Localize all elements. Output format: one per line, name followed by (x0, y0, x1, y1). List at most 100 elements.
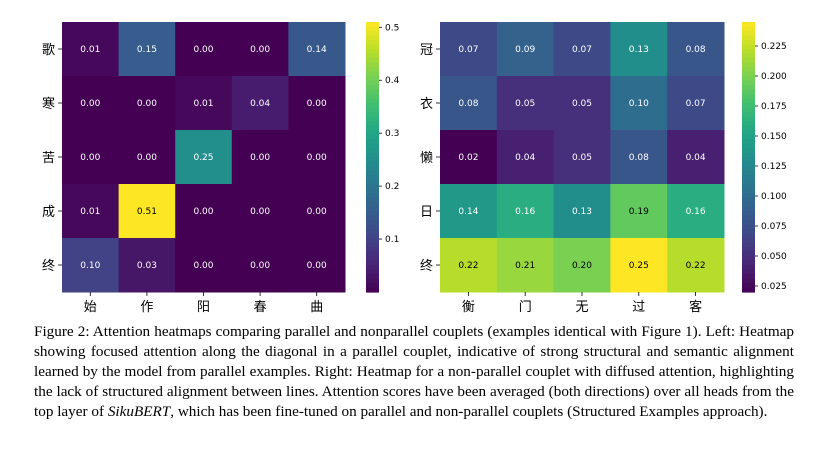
colorbar-segment (742, 184, 755, 190)
colorbar-segment (366, 256, 379, 262)
colorbar-segment (366, 67, 379, 73)
colorbar-segment (742, 224, 755, 230)
heatmap-cell (288, 130, 346, 185)
colorbar-segment (742, 116, 755, 122)
colorbar-segment (742, 161, 755, 167)
colorbar-segment (366, 278, 379, 284)
colorbar-segment (366, 152, 379, 158)
colorbar-segment (366, 107, 379, 113)
heatmap-cell (231, 238, 289, 293)
colorbar-segment (366, 260, 379, 266)
colorbar-segment (742, 152, 755, 158)
cell-value-label: 0.00 (250, 153, 270, 163)
colorbar-segment (366, 80, 379, 86)
heatmap-cell (118, 22, 176, 77)
colorbar-segment (366, 175, 379, 181)
colorbar-segment (742, 260, 755, 266)
colorbar-segment (742, 206, 755, 212)
colorbar-segment (366, 157, 379, 163)
cell-value-label: 0.02 (458, 153, 478, 163)
heatmap-cell (667, 76, 725, 131)
colorbar-segment (742, 170, 755, 176)
colorbar-segment (742, 76, 755, 82)
heatmap-cell (440, 184, 498, 239)
colorbar-segment (366, 202, 379, 208)
cell-value-label: 0.01 (80, 207, 100, 217)
cell-value-label: 0.00 (80, 99, 100, 109)
heatmap-cell (175, 76, 233, 131)
colorbar-segment (366, 116, 379, 122)
colorbar-segment (742, 251, 755, 257)
colorbar-segment (366, 98, 379, 104)
cell-value-label: 0.21 (515, 261, 535, 271)
cell-value-label: 0.05 (572, 153, 592, 163)
col-label: 作 (140, 300, 153, 315)
cell-value-label: 0.01 (80, 45, 100, 55)
colorbar-segment (742, 215, 755, 221)
cell-value-label: 0.04 (686, 153, 706, 163)
cell-value-label: 0.00 (193, 207, 213, 217)
colorbar-segment (742, 143, 755, 149)
heatmap-cell (62, 130, 120, 185)
row-label: 苦 (42, 150, 55, 166)
colorbar-segment (742, 26, 755, 32)
colorbar-segment (742, 71, 755, 77)
cell-value-label: 0.19 (629, 207, 649, 217)
colorbar-segment (742, 89, 755, 95)
row-label: 寒 (42, 96, 55, 112)
row-label: 成 (42, 205, 55, 220)
cell-value-label: 0.00 (307, 99, 327, 109)
colorbar-segment (742, 247, 755, 253)
colorbar-tick-label: 0.4 (385, 76, 400, 86)
heatmap-cell (118, 130, 176, 185)
colorbar-segment (742, 94, 755, 100)
heatmap-cell (610, 184, 668, 239)
heatmap-cell (118, 184, 176, 239)
colorbar-segment (742, 157, 755, 163)
colorbar-segment (366, 224, 379, 230)
colorbar-segment (366, 184, 379, 190)
colorbar-segment (742, 283, 755, 289)
caption-text-end: , which has been fine-tuned on parallel … (170, 403, 768, 420)
col-label: 始 (84, 300, 97, 315)
colorbar-segment (366, 206, 379, 212)
colorbar-segment (366, 134, 379, 140)
colorbar-segment (742, 148, 755, 154)
cell-value-label: 0.04 (250, 99, 270, 109)
cell-value-label: 0.00 (80, 153, 100, 163)
colorbar-segment (366, 166, 379, 172)
colorbar-segment (742, 35, 755, 41)
cell-value-label: 0.10 (80, 261, 100, 271)
heatmap-cell (118, 76, 176, 131)
heatmap-cell (62, 184, 120, 239)
cell-value-label: 0.05 (515, 99, 535, 109)
heatmap-cell (610, 238, 668, 293)
row-label: 懒 (420, 151, 433, 166)
colorbar-segment (742, 44, 755, 50)
colorbar-segment (366, 31, 379, 37)
model-name: SikuBERT (107, 403, 171, 420)
col-label: 阳 (197, 300, 210, 315)
colorbar-segment (742, 188, 755, 194)
cell-value-label: 0.51 (137, 207, 157, 217)
colorbar-segment (742, 274, 755, 280)
colorbar-segment (742, 238, 755, 244)
cell-value-label: 0.00 (137, 99, 157, 109)
cell-value-label: 0.13 (629, 45, 649, 55)
col-label: 春 (254, 300, 267, 315)
figure-caption: Figure 2: Attention heatmaps comparing p… (34, 322, 794, 422)
colorbar-segment (742, 202, 755, 208)
colorbar-segment (742, 130, 755, 136)
colorbar-tick-label: 0.125 (761, 162, 787, 172)
colorbar-segment (366, 179, 379, 185)
colorbar-segment (742, 107, 755, 113)
colorbar-segment (742, 22, 755, 28)
colorbar-segment (366, 197, 379, 203)
cell-value-label: 0.08 (458, 99, 478, 109)
heatmap-cell (440, 22, 498, 77)
colorbar-segment (366, 121, 379, 127)
colorbar-segment (366, 251, 379, 257)
row-label: 歌 (42, 43, 55, 58)
cell-value-label: 0.14 (307, 45, 327, 55)
colorbar-tick-label: 0.3 (385, 129, 399, 139)
